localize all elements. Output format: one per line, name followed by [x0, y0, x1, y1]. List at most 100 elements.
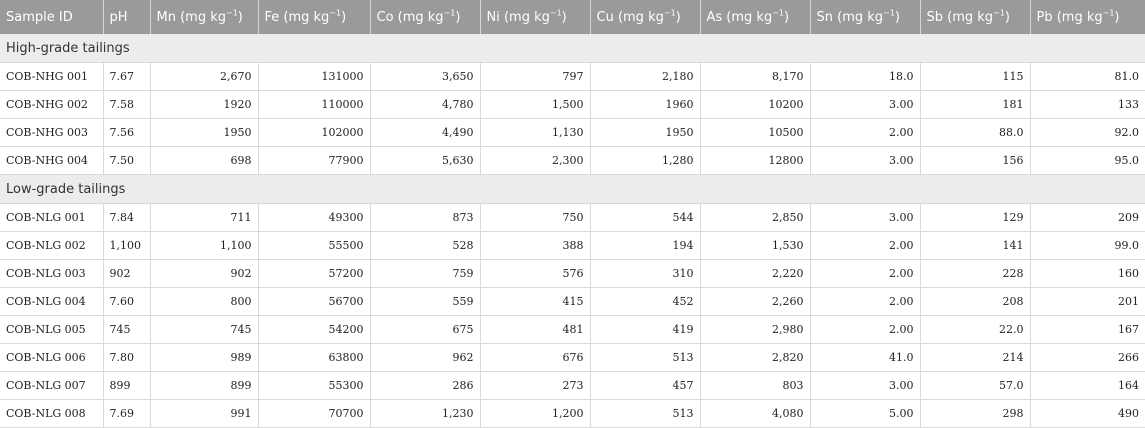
sample-id-cell: COB-NLG 002: [0, 231, 104, 260]
table-row: COB-NLG 001 7.84 711 49300 873 750 544 2,850 3.0…: [0, 203, 1145, 232]
table-cell: 1950: [590, 118, 701, 147]
table-cell: 797: [480, 62, 591, 91]
column-header-unit-exponent: −1: [772, 8, 784, 18]
table-cell: 559: [370, 287, 481, 316]
column-header-label: Sb (mg kg: [926, 9, 994, 25]
table-cell: 63800: [258, 343, 371, 372]
table-cell: 160: [1030, 259, 1145, 288]
table-cell: 2.00: [810, 287, 921, 316]
column-header: As (mg kg−1): [700, 0, 811, 34]
table-cell: 56700: [258, 287, 371, 316]
table-cell: 2.00: [810, 118, 921, 147]
table-cell: 129: [920, 203, 1031, 232]
sample-id-cell: COB-NLG 003: [0, 259, 104, 288]
table-cell: 902: [150, 259, 259, 288]
column-header-label: Mn (mg kg: [156, 9, 227, 25]
table-row: COB-NLG 003 902 902 57200 759 576 310 2,220 2.00…: [0, 259, 1145, 288]
table-cell: 54200: [258, 315, 371, 344]
group-header-row: Low-grade tailings: [0, 174, 1145, 204]
table-cell: 2,980: [700, 315, 811, 344]
table-cell: 81.0: [1030, 62, 1145, 91]
table-cell: 70700: [258, 399, 371, 428]
sample-id-cell: COB-NLG 001: [0, 203, 104, 232]
column-header: Sn (mg kg−1): [810, 0, 921, 34]
table-cell: 2.00: [810, 259, 921, 288]
table-cell: 286: [370, 371, 481, 400]
column-header: Fe (mg kg−1): [258, 0, 371, 34]
ph-cell: 7.69: [103, 399, 151, 428]
table-cell: 991: [150, 399, 259, 428]
table-cell: 3.00: [810, 90, 921, 119]
table-cell: 10500: [700, 118, 811, 147]
table-cell: 181: [920, 90, 1031, 119]
table-cell: 201: [1030, 287, 1145, 316]
sample-id-cell: COB-NLG 004: [0, 287, 104, 316]
table-cell: 1,530: [700, 231, 811, 260]
ph-cell: 1,100: [103, 231, 151, 260]
table-cell: 513: [590, 399, 701, 428]
table-cell: 1920: [150, 90, 259, 119]
table-cell: 1,230: [370, 399, 481, 428]
table-cell: 490: [1030, 399, 1145, 428]
table-cell: 1,130: [480, 118, 591, 147]
table-body: High-grade tailings COB-NHG 001 7.67 2,670 1…: [0, 34, 1145, 428]
column-header-label: Cu (mg kg: [596, 9, 664, 25]
group-label: High-grade tailings: [0, 34, 1145, 63]
table-cell: 156: [920, 146, 1031, 175]
column-header-label: Pb (mg kg: [1036, 9, 1103, 25]
table-row: COB-NHG 002 7.58 1920 110000 4,780 1,500 1960 1…: [0, 90, 1145, 119]
column-header: Ni (mg kg−1): [480, 0, 591, 34]
table-cell: 5.00: [810, 399, 921, 428]
table-cell: 1,100: [150, 231, 259, 260]
table-cell: 800: [150, 287, 259, 316]
ph-cell: 899: [103, 371, 151, 400]
column-header-unit-exponent: −1: [443, 8, 456, 18]
column-header: Pb (mg kg−1): [1030, 0, 1145, 34]
table-cell: 4,080: [700, 399, 811, 428]
column-header-close-paren: ): [675, 9, 681, 25]
table-cell: 57200: [258, 259, 371, 288]
column-header: pH: [103, 0, 151, 34]
table-cell: 208: [920, 287, 1031, 316]
table-cell: 310: [590, 259, 701, 288]
table-cell: 41.0: [810, 343, 921, 372]
table-cell: 3.00: [810, 146, 921, 175]
table-cell: 2,180: [590, 62, 701, 91]
table-cell: 1,500: [480, 90, 591, 119]
table-cell: 77900: [258, 146, 371, 175]
ph-cell: 7.50: [103, 146, 151, 175]
sample-id-cell: COB-NLG 005: [0, 315, 104, 344]
ph-cell: 7.67: [103, 62, 151, 91]
column-header-unit-exponent: −1: [329, 8, 342, 18]
table-cell: 8,170: [700, 62, 811, 91]
table-row: COB-NLG 006 7.80 989 63800 962 676 513 2,820 41.…: [0, 343, 1145, 372]
table-cell: 2.00: [810, 231, 921, 260]
table-cell: 131000: [258, 62, 371, 91]
column-header-close-paren: ): [1004, 9, 1010, 25]
sample-id-cell: COB-NHG 002: [0, 90, 104, 119]
table-cell: 10200: [700, 90, 811, 119]
table-cell: 298: [920, 399, 1031, 428]
group-label: Low-grade tailings: [0, 174, 1145, 204]
table-cell: 12800: [700, 146, 811, 175]
ph-cell: 902: [103, 259, 151, 288]
table-cell: 266: [1030, 343, 1145, 372]
table-cell: 873: [370, 203, 481, 232]
table-row: COB-NLG 008 7.69 991 70700 1,230 1,200 513 4,08…: [0, 399, 1145, 428]
table-cell: 115: [920, 62, 1031, 91]
ph-cell: 7.58: [103, 90, 151, 119]
column-header-label: Co (mg kg: [376, 9, 444, 25]
table-cell: 49300: [258, 203, 371, 232]
table-cell: 419: [590, 315, 701, 344]
column-header-close-paren: ): [894, 9, 900, 25]
table-cell: 1,280: [590, 146, 701, 175]
table-cell: 899: [150, 371, 259, 400]
table-cell: 481: [480, 315, 591, 344]
table-cell: 544: [590, 203, 701, 232]
table-cell: 1960: [590, 90, 701, 119]
column-header-label: Sn (mg kg: [816, 9, 884, 25]
table-cell: 698: [150, 146, 259, 175]
table-cell: 102000: [258, 118, 371, 147]
header-row: Sample ID pH Mn (mg kg−1) Fe (mg kg−1) Co (m…: [0, 0, 1145, 34]
table-cell: 214: [920, 343, 1031, 372]
